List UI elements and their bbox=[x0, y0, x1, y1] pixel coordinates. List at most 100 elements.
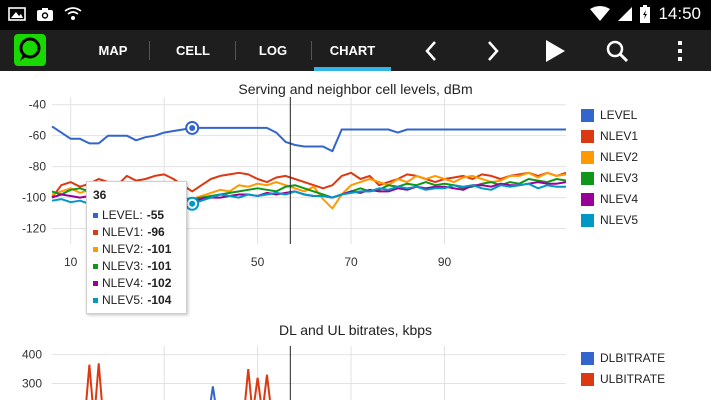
legend-label: NLEV5 bbox=[600, 213, 639, 227]
overflow-menu-button[interactable] bbox=[660, 30, 700, 71]
legend-label: DLBITRATE bbox=[600, 351, 666, 365]
tooltip-row: NLEV2: -101 bbox=[93, 241, 171, 257]
legend-item: NLEV3 bbox=[581, 170, 638, 186]
ulbitrate-spike bbox=[253, 377, 262, 400]
ulbitrate-spike bbox=[85, 364, 94, 400]
series-line-nlev1 bbox=[51, 171, 567, 199]
tooltip-swatch bbox=[93, 297, 98, 303]
chart-tooltip: 36 LEVEL: -55 NLEV1: -96 NLEV2: -101 NLEV3:… bbox=[86, 181, 187, 314]
y-tick-label: 400 bbox=[22, 348, 42, 362]
legend-item: NLEV2 bbox=[581, 149, 638, 165]
x-tick-label: 10 bbox=[64, 255, 78, 269]
legend-label: NLEV4 bbox=[600, 192, 639, 206]
tooltip-row: NLEV5: -104 bbox=[93, 292, 171, 308]
cell-signal-icon bbox=[618, 7, 633, 21]
tooltip-series-value: -55 bbox=[146, 208, 165, 222]
dlbitrate-spike bbox=[209, 386, 216, 400]
chart-title-bitrates: DL and UL bitrates, kbps bbox=[278, 322, 433, 338]
legend-item: ULBITRATE bbox=[581, 371, 665, 387]
legend-swatch bbox=[581, 372, 594, 386]
gallery-notification-icon bbox=[8, 7, 26, 21]
tooltip-swatch bbox=[93, 246, 98, 252]
y-tick-label: -40 bbox=[29, 98, 47, 112]
legend-item: DLBITRATE bbox=[581, 350, 665, 366]
tooltip-swatch bbox=[93, 280, 98, 286]
status-bar: 14:50 bbox=[0, 0, 711, 30]
tooltip-swatch bbox=[93, 212, 98, 218]
series-line-level bbox=[51, 125, 566, 153]
x-tick-label: 70 bbox=[344, 255, 358, 269]
legend-label: NLEV1 bbox=[600, 129, 639, 143]
legend-label: LEVEL bbox=[600, 108, 638, 122]
y-tick-label: -100 bbox=[22, 191, 46, 205]
tab-cell[interactable]: CELL bbox=[160, 30, 226, 71]
tab-log-label: LOG bbox=[258, 43, 288, 58]
x-tick-label: 50 bbox=[251, 255, 265, 269]
play-icon bbox=[546, 39, 565, 62]
tab-active-indicator bbox=[314, 67, 391, 71]
legend-swatch bbox=[581, 129, 594, 143]
play-button[interactable] bbox=[535, 30, 575, 71]
search-button[interactable] bbox=[597, 30, 637, 71]
legend-item: NLEV4 bbox=[581, 191, 638, 207]
tooltip-row: NLEV1: -96 bbox=[93, 224, 165, 240]
y-tick-label: -60 bbox=[29, 129, 47, 143]
tab-chart[interactable]: CHART bbox=[314, 30, 391, 71]
wifi-notification-icon bbox=[64, 7, 82, 20]
tooltip-series-value: -104 bbox=[147, 293, 172, 307]
tab-chart-label: CHART bbox=[329, 43, 376, 58]
tab-map-label: MAP bbox=[98, 43, 128, 58]
previous-button[interactable] bbox=[411, 30, 451, 71]
tooltip-series-value: -102 bbox=[147, 276, 172, 290]
legend-label: NLEV2 bbox=[600, 150, 639, 164]
chart-title-levels: Serving and neighbor cell levels, dBm bbox=[238, 81, 473, 97]
legend-swatch bbox=[581, 213, 594, 227]
legend-item: LEVEL bbox=[581, 107, 637, 123]
tooltip-series-name: NLEV3: bbox=[102, 259, 144, 273]
tooltip-series-value: -101 bbox=[147, 242, 172, 256]
battery-icon bbox=[640, 5, 651, 23]
chevron-left-icon bbox=[425, 40, 436, 61]
tooltip-swatch bbox=[93, 229, 98, 235]
legend-swatch bbox=[581, 192, 594, 206]
tab-map[interactable]: MAP bbox=[82, 30, 144, 71]
tooltip-series-name: NLEV2: bbox=[102, 242, 144, 256]
action-bar: MAP CELL LOG CHART bbox=[0, 30, 711, 71]
speech-bubble-icon bbox=[19, 37, 41, 61]
tooltip-row: NLEV4: -102 bbox=[93, 275, 171, 291]
tooltip-series-value: -96 bbox=[147, 225, 165, 239]
tab-divider bbox=[149, 41, 150, 60]
highlight-marker-dot bbox=[189, 124, 196, 131]
x-tick-label: 90 bbox=[438, 255, 452, 269]
chevron-right-icon bbox=[488, 40, 499, 61]
tab-cell-label: CELL bbox=[176, 43, 210, 58]
tab-log[interactable]: LOG bbox=[244, 30, 302, 71]
highlight-marker-dot bbox=[189, 200, 196, 207]
tooltip-row: NLEV3: -101 bbox=[93, 258, 171, 274]
legend-swatch bbox=[581, 150, 594, 164]
legend-swatch bbox=[581, 108, 594, 122]
legend-item: NLEV5 bbox=[581, 212, 638, 228]
tab-divider bbox=[235, 41, 236, 60]
clock: 14:50 bbox=[658, 4, 701, 23]
camera-notification-icon bbox=[37, 8, 53, 21]
legend-label: NLEV3 bbox=[600, 171, 639, 185]
tooltip-swatch bbox=[93, 263, 98, 269]
ulbitrate-spike bbox=[244, 369, 253, 400]
overflow-menu-icon bbox=[678, 40, 682, 61]
ulbitrate-spike bbox=[94, 363, 103, 400]
tooltip-series-value: -101 bbox=[147, 259, 172, 273]
tooltip-x-value: 36 bbox=[93, 188, 107, 202]
legend-item: NLEV1 bbox=[581, 128, 638, 144]
y-tick-label: 300 bbox=[22, 376, 42, 390]
next-button[interactable] bbox=[473, 30, 513, 71]
search-icon bbox=[606, 40, 629, 62]
legend-label: ULBITRATE bbox=[600, 372, 666, 386]
app-logo[interactable] bbox=[14, 34, 46, 66]
tooltip-series-name: NLEV1: bbox=[102, 225, 144, 239]
tooltip-series-name: NLEV4: bbox=[102, 276, 144, 290]
y-tick-label: -80 bbox=[29, 160, 47, 174]
tooltip-series-name: LEVEL: bbox=[102, 208, 143, 222]
legend-swatch bbox=[581, 171, 594, 185]
